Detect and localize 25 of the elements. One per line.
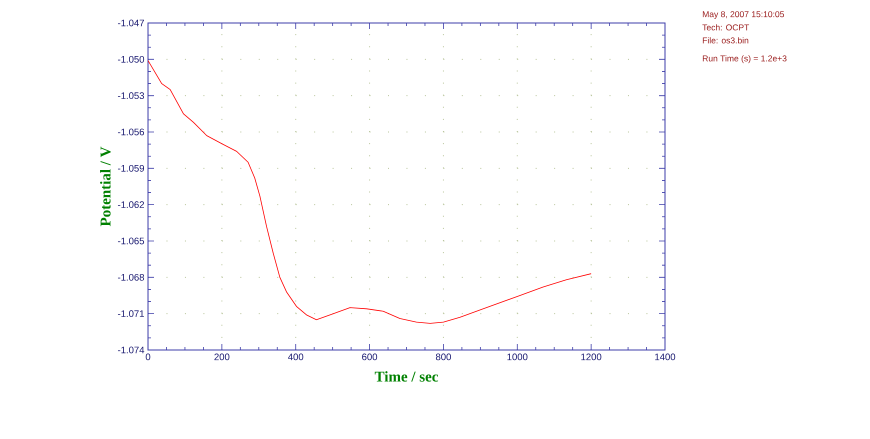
- text: May 8, 2007 15:10:05: [702, 11, 784, 19]
- y-tick-label: -1.056: [118, 128, 144, 136]
- y-tick-label: -1.074: [118, 346, 144, 354]
- text: Tech: OCPT: [702, 24, 750, 30]
- y-tick-label: -1.065: [118, 238, 144, 244]
- y-tick-label: -1.053: [118, 92, 144, 100]
- y-tick-label: -1.050: [118, 56, 144, 63]
- x-tick-label: 1200: [581, 354, 602, 360]
- y-tick-label: -1.047: [118, 20, 144, 26]
- x-tick-label: 1400: [655, 354, 676, 360]
- x-tick-label: 0: [146, 354, 150, 360]
- text: File: os3.bin: [702, 37, 748, 44]
- y-tick-label: -1.071: [118, 310, 144, 318]
- x-tick-label: 600: [362, 354, 378, 360]
- y-tick-label: -1.068: [118, 274, 144, 281]
- y-tick-label: -1.059: [118, 164, 144, 172]
- x-tick-label: 400: [288, 354, 304, 360]
- x-tick-label: 1000: [507, 354, 528, 360]
- y-axis-title: Potential / V: [100, 146, 111, 226]
- x-axis-title: Time / sec: [374, 371, 438, 382]
- x-tick-label: 200: [214, 354, 230, 360]
- x-tick-label: 800: [436, 354, 451, 360]
- line-series: [148, 60, 592, 324]
- y-tick-label: -1.062: [118, 201, 144, 208]
- text: Run Time (s) = 1.2e+3: [702, 55, 787, 64]
